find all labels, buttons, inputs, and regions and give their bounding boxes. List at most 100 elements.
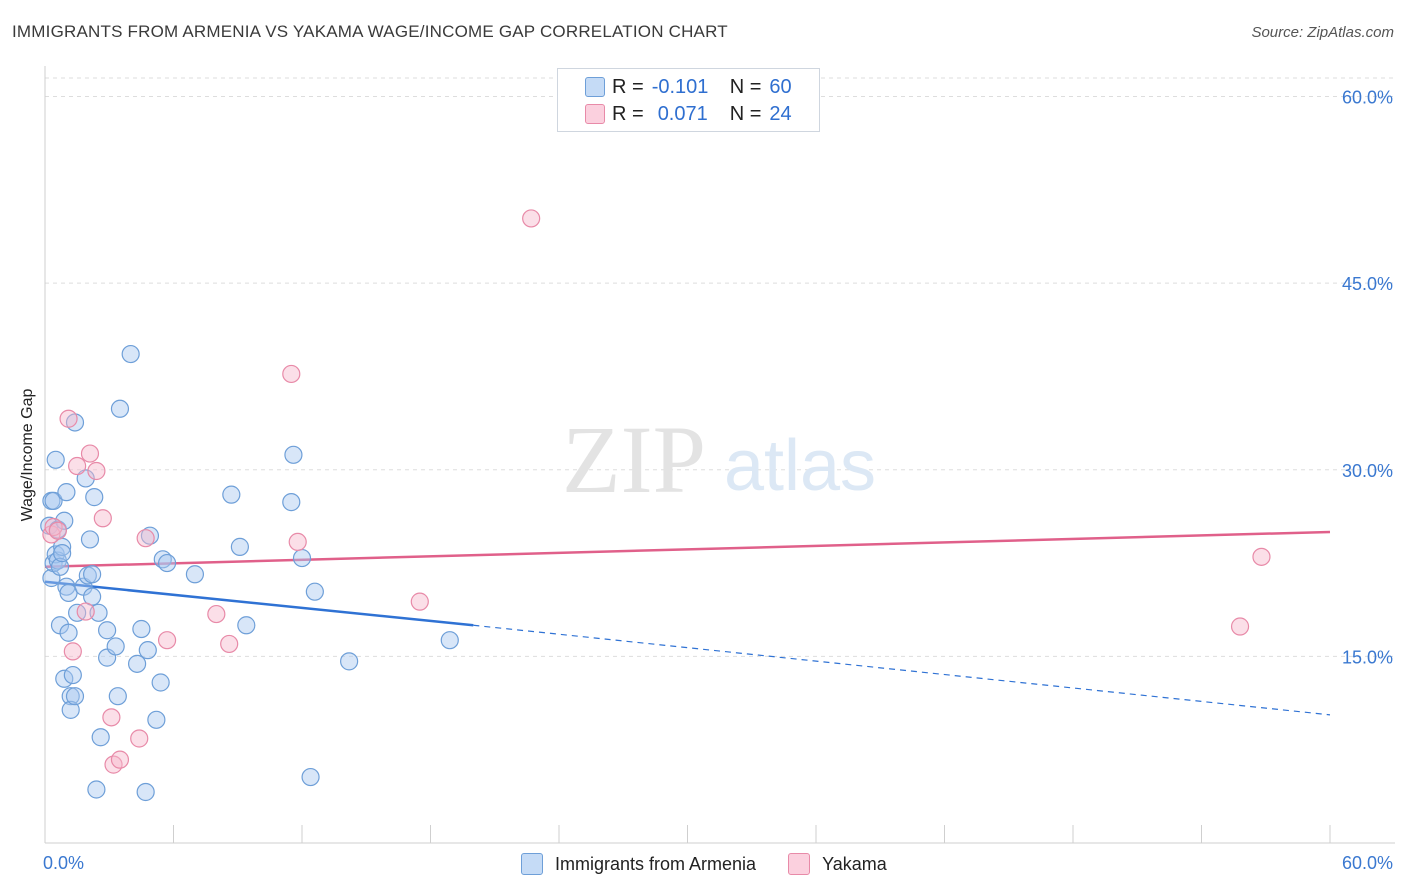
point-yakama xyxy=(63,642,82,661)
point-armenia xyxy=(59,623,78,642)
point-armenia xyxy=(132,619,151,639)
point-yakama xyxy=(157,631,177,650)
point-armenia xyxy=(127,654,147,673)
point-armenia xyxy=(284,445,303,464)
point-armenia xyxy=(136,782,155,802)
point-armenia xyxy=(147,710,166,729)
point-yakama xyxy=(87,461,106,481)
point-yakama xyxy=(48,521,67,540)
point-yakama xyxy=(136,529,155,548)
watermark-zip: ZIP xyxy=(562,406,706,513)
legend-item-armenia: Immigrants from Armenia xyxy=(521,853,756,875)
point-armenia xyxy=(53,544,72,563)
trend-lines xyxy=(44,530,1331,716)
point-armenia xyxy=(61,700,80,719)
data-points xyxy=(40,209,1271,802)
legend-swatch-armenia xyxy=(585,77,605,97)
legend-r-label: R = xyxy=(612,75,644,98)
point-armenia xyxy=(76,469,95,488)
point-yakama xyxy=(130,729,149,748)
point-armenia xyxy=(157,553,177,573)
point-yakama xyxy=(102,708,121,727)
point-armenia xyxy=(44,491,63,510)
legend-swatch-yakama xyxy=(585,104,605,124)
legend-label-yakama: Yakama xyxy=(822,853,887,874)
point-yakama xyxy=(1252,547,1271,566)
point-armenia xyxy=(65,687,85,706)
point-armenia xyxy=(151,673,170,692)
point-yakama xyxy=(288,532,307,552)
point-armenia xyxy=(57,483,76,502)
point-yakama xyxy=(68,456,87,476)
point-yakama xyxy=(282,364,301,384)
point-armenia xyxy=(138,641,157,660)
point-armenia xyxy=(83,565,102,584)
trend-line-armenia-projection xyxy=(473,624,1331,716)
point-armenia xyxy=(98,621,117,640)
point-yakama xyxy=(522,209,541,228)
point-yakama xyxy=(410,592,429,611)
correlation-legend: R = -0.101 N = 60 R = 0.071 N = 24 xyxy=(557,68,820,132)
legend-r-label: R = xyxy=(612,102,644,125)
point-armenia xyxy=(61,687,80,706)
point-yakama xyxy=(220,634,239,654)
point-armenia xyxy=(222,485,241,504)
point-armenia xyxy=(301,767,320,787)
point-armenia xyxy=(230,537,249,556)
point-yakama xyxy=(110,750,130,769)
point-armenia xyxy=(237,616,256,635)
x-tick-label: 0.0% xyxy=(43,853,84,873)
point-armenia xyxy=(89,603,108,622)
y-tick-label: 30.0% xyxy=(1342,461,1393,481)
point-armenia xyxy=(340,652,359,671)
point-armenia xyxy=(50,557,70,576)
point-armenia xyxy=(185,565,205,584)
trend-line-yakama xyxy=(44,530,1331,569)
point-armenia xyxy=(80,530,100,549)
point-yakama xyxy=(1230,617,1250,636)
y-axis-label: Wage/Income Gap xyxy=(19,388,36,522)
point-yakama xyxy=(59,409,78,428)
point-armenia xyxy=(282,492,301,512)
point-armenia xyxy=(87,780,106,799)
watermark: ZIP atlas xyxy=(562,406,876,513)
chart-title: IMMIGRANTS FROM ARMENIA VS YAKAMA WAGE/I… xyxy=(12,22,728,41)
legend-row-armenia: R = -0.101 N = 60 xyxy=(585,75,792,99)
point-armenia xyxy=(46,450,65,469)
point-yakama xyxy=(207,604,226,624)
y-tick-label: 15.0% xyxy=(1342,647,1393,667)
axes xyxy=(44,66,1395,844)
point-armenia xyxy=(63,665,82,685)
point-armenia xyxy=(85,488,104,507)
point-armenia xyxy=(110,399,130,418)
point-yakama xyxy=(93,509,112,528)
legend-r-value: -0.101 xyxy=(651,75,709,98)
legend-swatch-armenia xyxy=(521,853,543,875)
point-armenia xyxy=(440,631,459,650)
legend-n-value: 60 xyxy=(769,75,792,98)
legend-item-yakama: Yakama xyxy=(788,853,887,875)
trend-line-armenia xyxy=(44,580,474,627)
legend-n-label: N = xyxy=(729,102,762,125)
legend-row-yakama: R = 0.071 N = 24 xyxy=(585,102,792,126)
point-armenia xyxy=(108,687,127,706)
legend-n-value: 24 xyxy=(769,102,792,125)
tick-labels: 15.0% 30.0% 45.0% 60.0% 0.0% 60.0% xyxy=(43,88,1393,874)
chart-source: Source: ZipAtlas.com xyxy=(1251,24,1394,41)
series-legend: Immigrants from Armenia Yakama xyxy=(521,852,919,876)
legend-r-value: 0.071 xyxy=(657,102,708,125)
legend-swatch-yakama xyxy=(788,853,811,875)
y-tick-label: 45.0% xyxy=(1342,274,1393,294)
point-armenia xyxy=(91,728,110,747)
legend-n-label: N = xyxy=(729,75,762,98)
point-yakama xyxy=(76,602,95,621)
point-armenia xyxy=(121,344,140,364)
point-yakama xyxy=(80,444,100,463)
y-tick-label: 60.0% xyxy=(1342,88,1393,108)
x-tick-label: 60.0% xyxy=(1342,853,1393,873)
point-armenia xyxy=(106,637,125,656)
grid-lines xyxy=(45,77,1395,657)
point-armenia xyxy=(55,511,74,530)
watermark-atlas: atlas xyxy=(724,426,876,506)
